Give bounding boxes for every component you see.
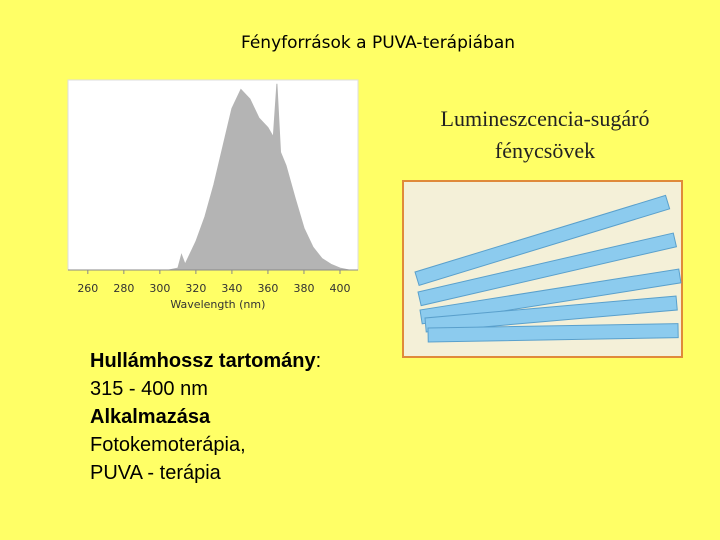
x-tick-label: 300 [149, 282, 170, 295]
text-line: Fotokemoterápia, [90, 434, 246, 456]
text-block: Hullámhossz tartomány: 315 - 400 nm Alkalm… [90, 350, 321, 484]
text-line: Hullámhossz tartomány [90, 350, 316, 372]
tube [427, 323, 679, 343]
x-tick-label: 320 [185, 282, 206, 295]
tubes [414, 194, 682, 343]
x-tick-label: 340 [221, 282, 242, 295]
tube [414, 194, 671, 287]
tube [419, 268, 682, 325]
tube-photo [402, 180, 683, 358]
text-line: : [316, 350, 322, 372]
x-tick-label: 400 [329, 282, 350, 295]
text-line: PUVA - terápia [90, 462, 222, 484]
tube [424, 295, 678, 333]
spectrum-area [168, 83, 350, 271]
text-line: Alkalmazása [90, 406, 211, 428]
slide-title: Fényforrások a PUVA-terápiában [241, 33, 515, 53]
text-line: 315 - 400 nm [90, 378, 208, 400]
x-tick-label: 260 [77, 282, 98, 295]
tube [417, 232, 678, 307]
caption: Lumineszcencia-sugáró [441, 106, 650, 131]
caption: fénycsövek [495, 138, 595, 163]
x-axis-label: Wavelength (nm) [170, 298, 265, 311]
x-tick-label: 360 [257, 282, 278, 295]
x-tick-label: 380 [293, 282, 314, 295]
chart: 260 280 300 320 340 360 380 400 Wavelength (nm) [67, 79, 359, 311]
x-tick-label: 280 [113, 282, 134, 295]
